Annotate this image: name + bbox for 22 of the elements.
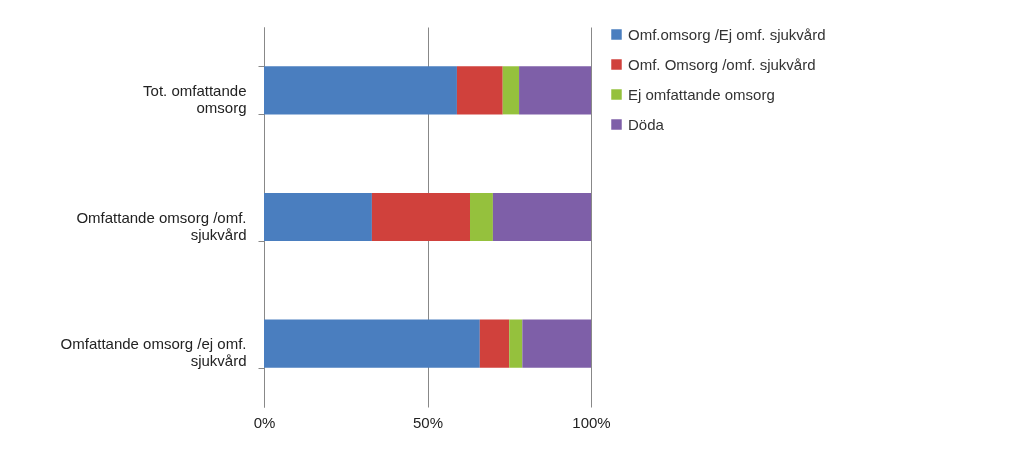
y-tick-label: Omfattande omsorg /ej omf. sjukvård (60, 335, 247, 370)
bar (264, 192, 372, 242)
y-tick-label: Omfattande omsorg /omf. sjukvård (76, 208, 247, 243)
bar (264, 319, 480, 368)
bar (456, 66, 503, 115)
x-tick-label: 50% (412, 413, 444, 431)
bar (470, 192, 493, 242)
bar (264, 66, 457, 115)
bar (479, 319, 510, 368)
bar (519, 66, 591, 115)
legend-label: Omf. Omsorg /omf. sjukvård (628, 55, 816, 73)
bar (509, 319, 523, 368)
bar (502, 66, 520, 115)
x-tick-label: 100% (572, 413, 611, 431)
x-tick-label: 0% (253, 413, 276, 431)
bar (522, 319, 591, 368)
bar (492, 192, 591, 242)
legend-label: Döda (628, 115, 665, 133)
legend-label: Ej omfattande omsorg (628, 85, 775, 103)
legend-label: Omf.omsorg /Ej omf. sjukvård (628, 25, 826, 43)
y-tick-label: Tot. omfattande omsorg (143, 81, 247, 116)
bar (371, 192, 471, 242)
